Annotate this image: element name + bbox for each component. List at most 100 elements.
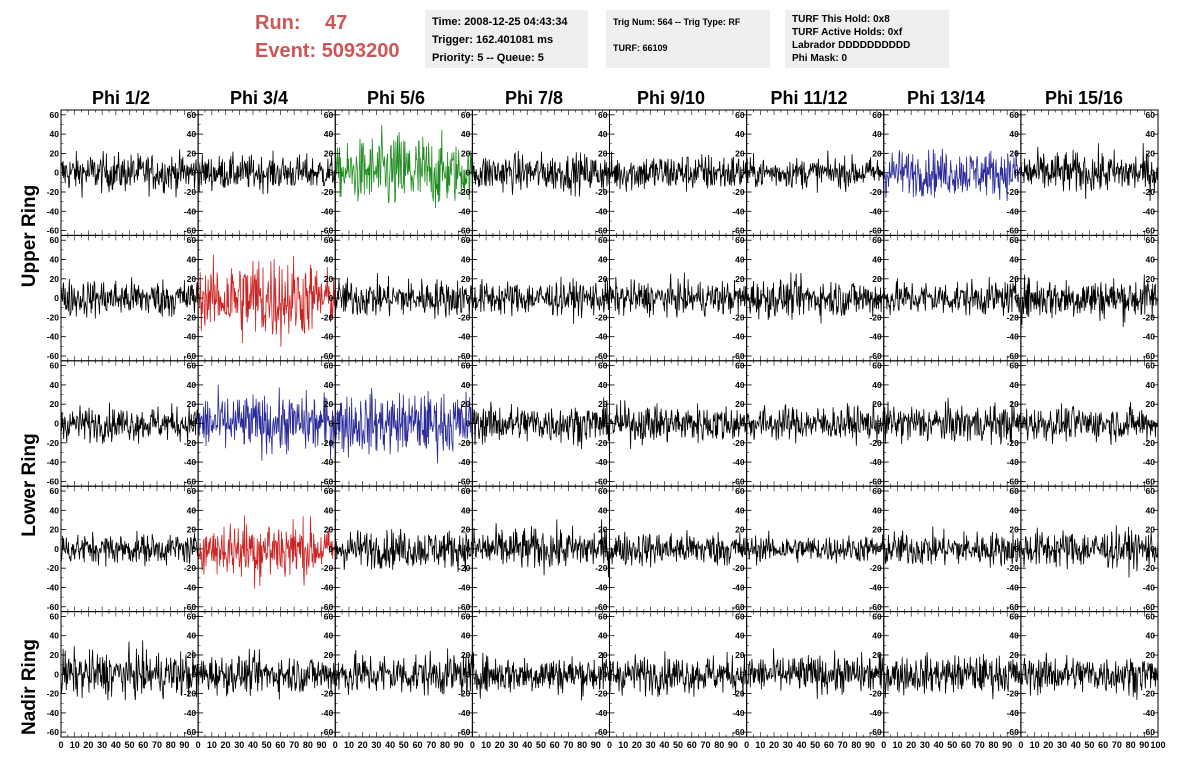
x-tick-label: 0 — [333, 740, 338, 750]
y-tick-label: 60 — [598, 361, 608, 371]
y-tick-label: -40 — [869, 206, 882, 216]
waveform-trace-r1-c5 — [746, 272, 885, 324]
y-tick-label: 0 — [877, 544, 882, 554]
y-tick-label: -40 — [869, 332, 882, 342]
y-tick-label: 40 — [598, 129, 608, 139]
waveform-trace-r3-c6 — [883, 526, 1022, 568]
y-tick-label: 40 — [1009, 505, 1019, 515]
y-tick-label: -20 — [1143, 689, 1156, 699]
waveform-trace-r0-c6 — [883, 148, 1022, 201]
y-tick-label: 20 — [324, 525, 334, 535]
y-tick-label: 0 — [1014, 293, 1019, 303]
y-tick-label: 20 — [735, 148, 745, 158]
turf-text: TURF: 66109 — [613, 43, 668, 53]
y-tick-label: 0 — [54, 669, 59, 679]
y-tick-label: -40 — [1143, 332, 1156, 342]
y-tick-label: -40 — [1007, 582, 1020, 592]
x-tick-label: 70 — [975, 740, 985, 750]
y-tick-label: 40 — [735, 505, 745, 515]
y-tick-label: -40 — [321, 582, 334, 592]
x-tick-label: 0 — [881, 740, 886, 750]
y-tick-label: 0 — [466, 544, 471, 554]
y-tick-label: -20 — [1007, 312, 1020, 322]
y-tick-label: 60 — [50, 235, 60, 245]
column-title-phi-11-12: Phi 11/12 — [770, 88, 848, 108]
y-tick-label: -60 — [869, 226, 882, 236]
priority-text: Priority: 5 -- Queue: 5 — [432, 52, 544, 64]
y-tick-label: 20 — [461, 148, 471, 158]
y-tick-label: -60 — [732, 226, 745, 236]
x-tick-label: 50 — [262, 740, 272, 750]
x-tick-label: 0 — [1018, 740, 1023, 750]
x-tick-label: 90 — [728, 740, 738, 750]
y-tick-label: -20 — [458, 312, 471, 322]
x-tick-label: 50 — [1084, 740, 1094, 750]
y-tick-label: 20 — [187, 148, 197, 158]
y-tick-label: 20 — [50, 148, 60, 158]
y-tick-label: -60 — [321, 727, 334, 737]
y-tick-label: -60 — [47, 351, 60, 361]
x-tick-label: 50 — [536, 740, 546, 750]
y-tick-label: -60 — [1007, 476, 1020, 486]
y-tick-label: 40 — [50, 505, 60, 515]
y-tick-label: -20 — [869, 689, 882, 699]
x-tick-label: 10 — [618, 740, 628, 750]
y-tick-label: -40 — [321, 332, 334, 342]
x-tick-label: 0 — [470, 740, 475, 750]
x-tick-label: 20 — [83, 740, 93, 750]
y-tick-label: 60 — [50, 361, 60, 371]
y-tick-label: 0 — [740, 669, 745, 679]
y-tick-label: -20 — [595, 312, 608, 322]
x-tick-label: 80 — [166, 740, 176, 750]
y-tick-label: 20 — [872, 525, 882, 535]
y-tick-label: 60 — [1009, 235, 1019, 245]
y-tick-label: -60 — [732, 727, 745, 737]
y-tick-label: 60 — [598, 486, 608, 496]
trigger-text: Trigger: 162.401081 ms — [432, 34, 554, 46]
y-tick-label: -40 — [732, 582, 745, 592]
y-tick-label: 0 — [877, 669, 882, 679]
y-tick-label: 40 — [872, 255, 882, 265]
y-tick-label: -40 — [458, 582, 471, 592]
x-tick-label: 30 — [234, 740, 244, 750]
y-tick-label: 20 — [1146, 650, 1156, 660]
y-tick-label: -60 — [458, 727, 471, 737]
y-tick-label: 40 — [1146, 255, 1156, 265]
y-tick-label: 40 — [598, 505, 608, 515]
y-tick-label: -40 — [184, 582, 197, 592]
y-tick-label: -20 — [1143, 563, 1156, 573]
x-tick-label: 100 — [1150, 740, 1165, 750]
y-tick-label: -40 — [458, 332, 471, 342]
y-tick-label: -20 — [1007, 563, 1020, 573]
y-tick-label: -60 — [184, 476, 197, 486]
y-tick-label: 60 — [735, 110, 745, 120]
y-tick-label: -40 — [1007, 457, 1020, 467]
x-tick-label: 70 — [426, 740, 436, 750]
y-tick-label: 0 — [54, 168, 59, 178]
x-tick-label: 0 — [196, 740, 201, 750]
x-tick-label: 70 — [700, 740, 710, 750]
y-tick-label: -20 — [321, 563, 334, 573]
y-tick-label: -60 — [1143, 727, 1156, 737]
waveform-trace-r4-c3 — [472, 652, 610, 701]
y-tick-label: 0 — [603, 419, 608, 429]
x-tick-label: 10 — [344, 740, 354, 750]
y-tick-label: 40 — [50, 129, 60, 139]
x-tick-label: 30 — [1057, 740, 1067, 750]
y-tick-label: 60 — [1146, 611, 1156, 621]
y-tick-label: 0 — [329, 419, 334, 429]
y-tick-label: -60 — [47, 727, 60, 737]
y-tick-label: 40 — [1009, 129, 1019, 139]
y-tick-label: 60 — [872, 110, 882, 120]
y-tick-label: -20 — [1143, 438, 1156, 448]
y-tick-label: 60 — [1146, 361, 1156, 371]
column-title-phi-7-8: Phi 7/8 — [504, 88, 564, 108]
x-tick-label: 20 — [906, 740, 916, 750]
y-tick-label: 40 — [50, 631, 60, 641]
y-tick-label: 40 — [187, 129, 197, 139]
y-tick-label: -20 — [1007, 689, 1020, 699]
waveform-trace-r2-c0 — [60, 402, 199, 444]
x-tick-label: 0 — [607, 740, 612, 750]
info-box-trigger: Trig Num: 564 -- Trig Type: RF TURF: 661… — [606, 10, 770, 68]
